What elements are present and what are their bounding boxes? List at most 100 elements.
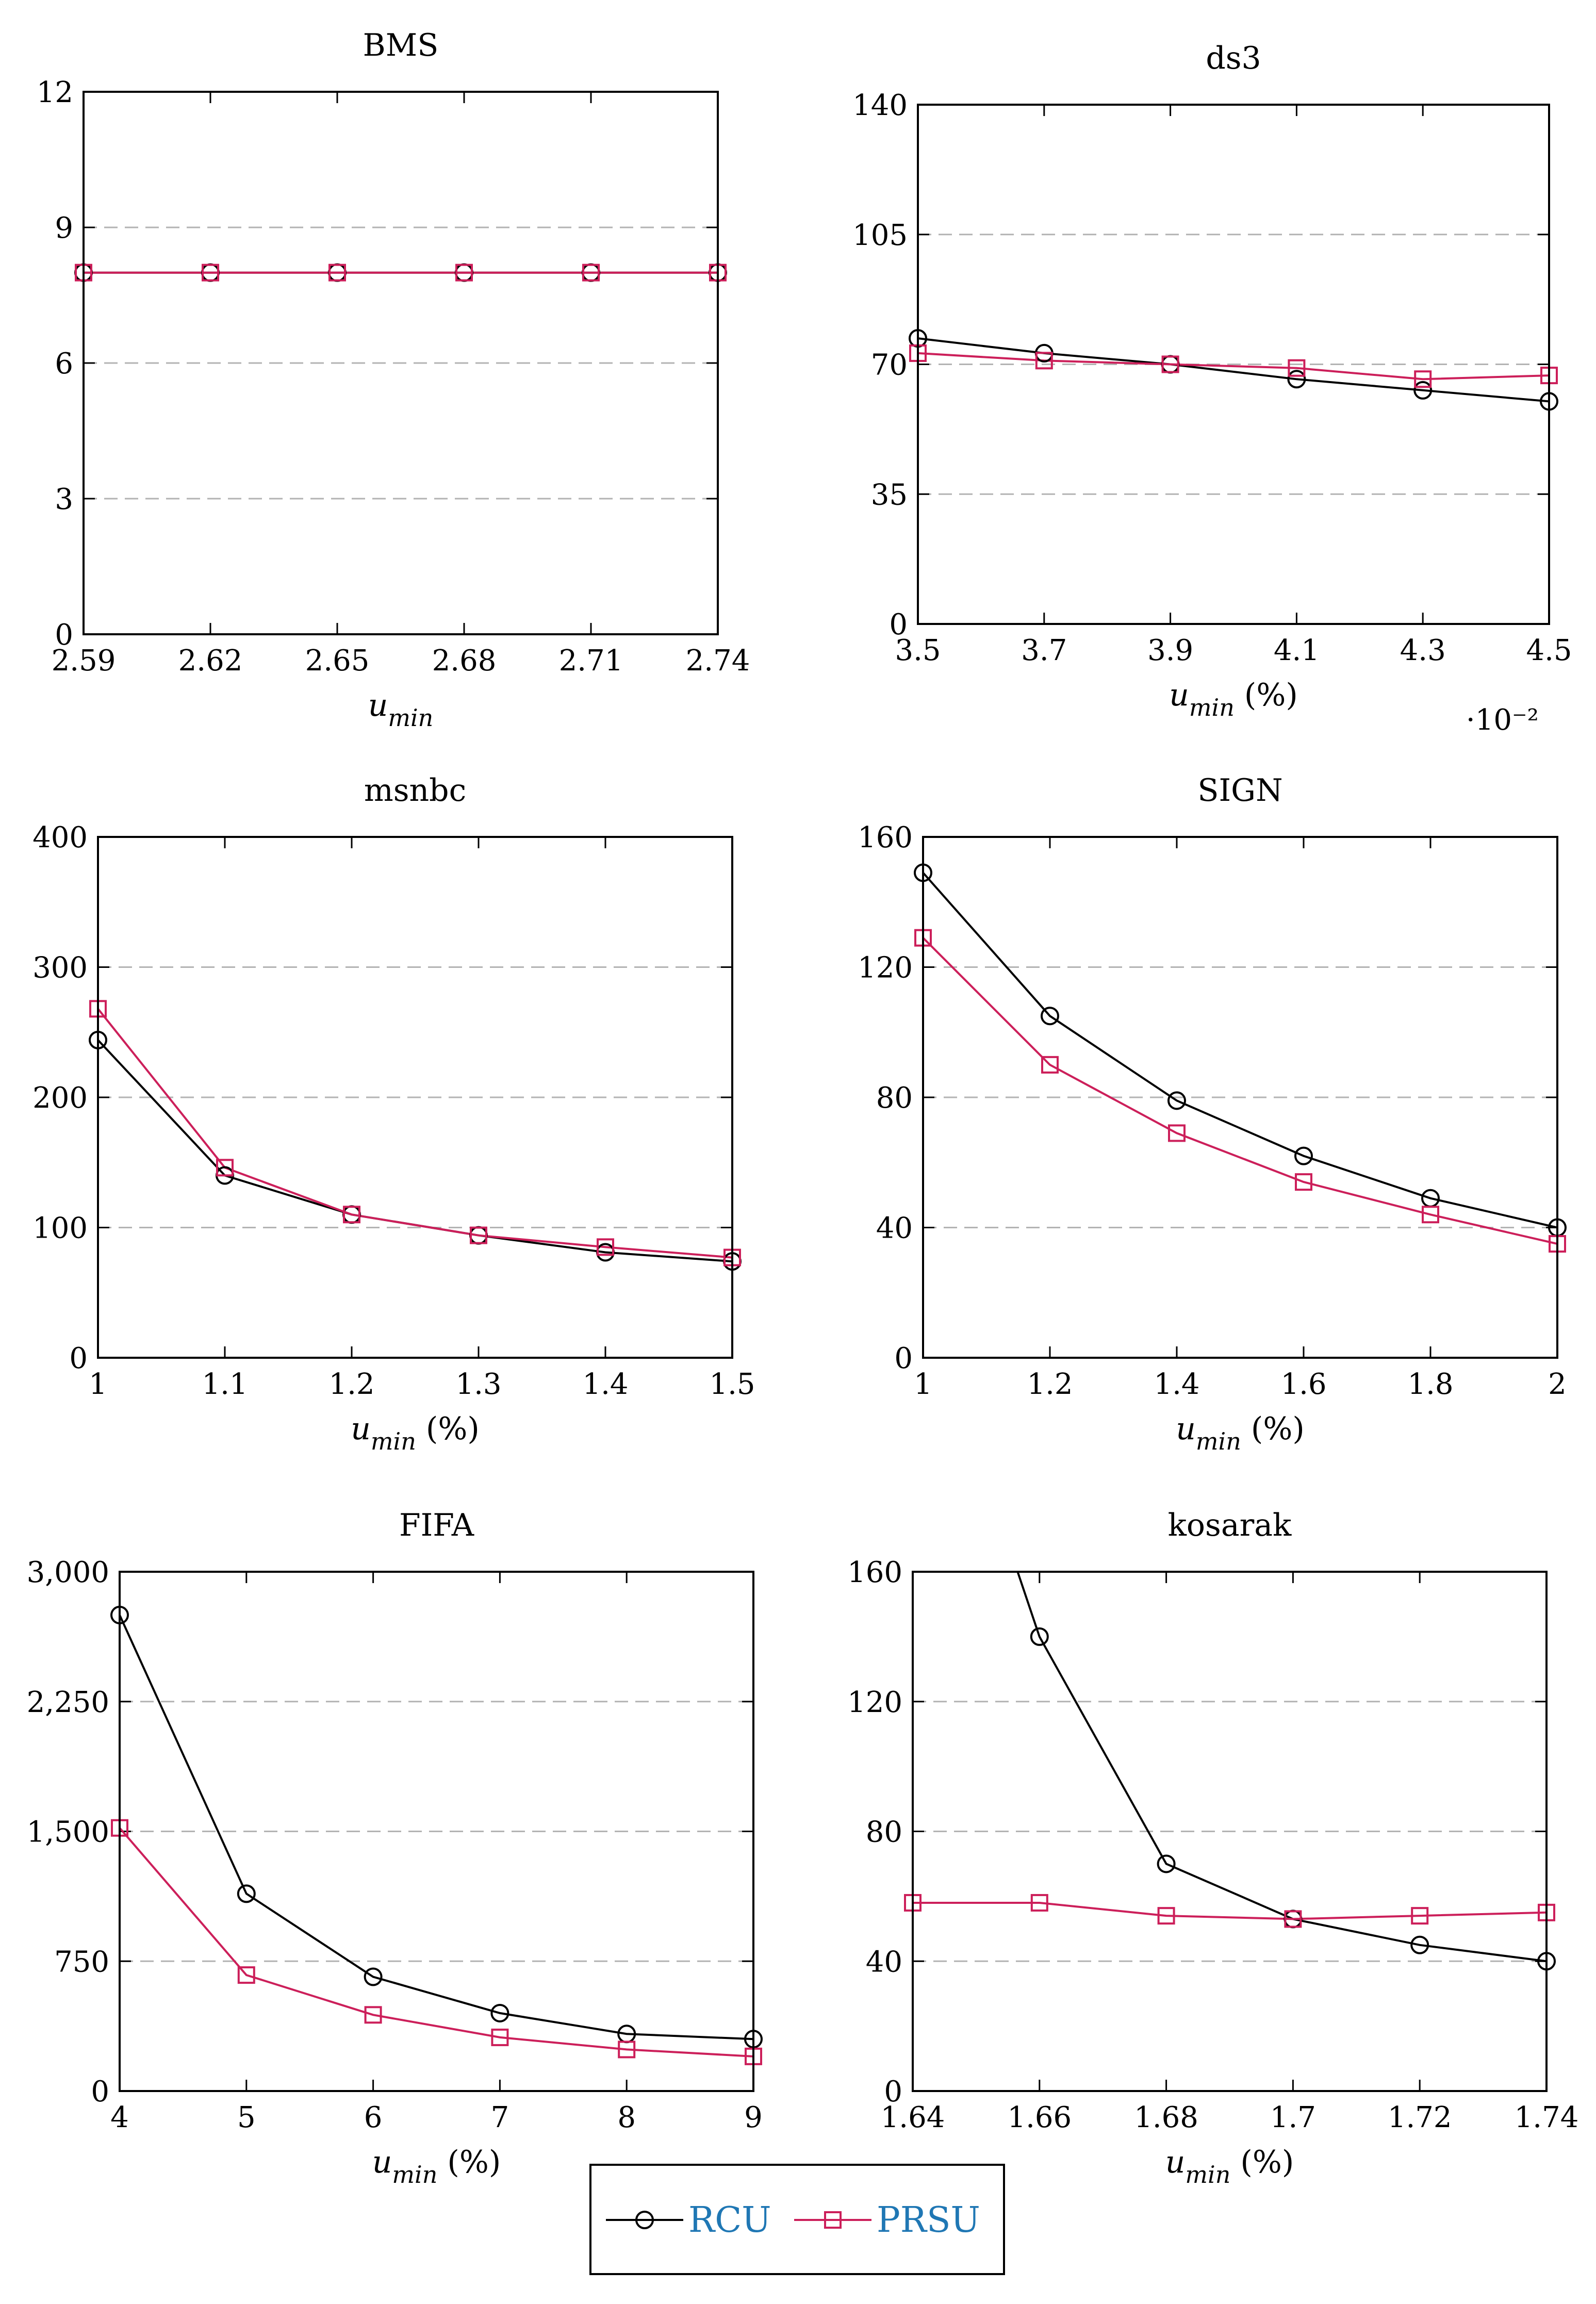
legend-prsu-marker — [824, 2211, 842, 2229]
x-axis-label-sub: min — [388, 704, 433, 732]
x-tick-label: 1.4 — [582, 1368, 628, 1401]
chart-title: FIFA — [399, 1507, 474, 1543]
x-tick-label: 4.5 — [1526, 634, 1572, 667]
x-axis-label-suffix: (%) — [1241, 1411, 1305, 1447]
chart-4: FIFA 0 750 1,500 2,250 3,000 4 5 6 7 8 9 umin (%) — [27, 1507, 763, 2188]
x-axis-label-sub: min — [1189, 694, 1235, 721]
y-tick-label: 300 — [32, 951, 88, 985]
plot-frame — [912, 1571, 1548, 2092]
x-tick-label: 1.3 — [455, 1368, 501, 1401]
prsu-point — [1414, 370, 1432, 388]
x-tick-label: 1.72 — [1388, 2101, 1452, 2134]
x-tick-label: 1.5 — [709, 1368, 755, 1401]
x-axis-label-sub: min — [392, 2161, 437, 2188]
y-tick-label: 80 — [866, 1816, 902, 1849]
plot-frame — [97, 836, 733, 1359]
x-tick-label: 1.4 — [1154, 1368, 1199, 1401]
x-axis-label-sub: min — [371, 1427, 416, 1455]
rcu-point — [1157, 1854, 1176, 1873]
x-axis-label: umin (%) — [1176, 1411, 1305, 1455]
series-line-rcu — [918, 337, 1549, 403]
legend-rcu-marker — [635, 2211, 654, 2229]
y-tick-label: 160 — [847, 1556, 902, 1589]
plot-frame — [119, 1571, 754, 2092]
prsu-point — [1041, 1056, 1059, 1074]
x-tick-label: 1.7 — [1270, 2101, 1316, 2134]
rcu-point — [1294, 1146, 1313, 1165]
x-axis-label-var: u — [1169, 677, 1189, 713]
prsu-point — [455, 264, 473, 282]
x-axis-label: umin (%) — [372, 2144, 501, 2188]
x-axis-label-suffix: (%) — [1235, 677, 1298, 713]
y-tick-label: 6 — [55, 347, 73, 381]
y-tick-label: 1,500 — [27, 1816, 109, 1849]
x-axis-label: umin (%) — [351, 1411, 480, 1455]
series-prsu — [918, 352, 1549, 381]
y-tick-label: 2,250 — [27, 1686, 109, 1719]
x-axis-label-suffix: (%) — [437, 2144, 501, 2180]
x-tick-label: 1.8 — [1407, 1368, 1453, 1401]
x-tick-label: 3.9 — [1147, 634, 1193, 667]
x-tick-label: 7 — [491, 2101, 509, 2134]
x-tick-label: 4.3 — [1400, 634, 1446, 667]
x-tick-label: 2.71 — [559, 644, 623, 678]
series-rcu — [1016, 1572, 1546, 1963]
y-tick-label: 0 — [889, 608, 908, 641]
chart-title: SIGN — [1197, 772, 1282, 809]
legend-rcu-label: RCU — [688, 2200, 771, 2241]
x-axis-label-suffix: (%) — [1230, 2144, 1294, 2180]
prsu-point — [1295, 1173, 1312, 1191]
rcu-point — [1410, 1935, 1429, 1954]
y-tick-label: 120 — [847, 1686, 902, 1719]
prsu-point — [1030, 1894, 1048, 1912]
y-tick-label: 80 — [876, 1081, 913, 1115]
series-prsu — [120, 1827, 753, 2058]
x-tick-label: 3.5 — [895, 634, 941, 667]
prsu-point — [618, 2040, 636, 2059]
x-tick-label: 1.2 — [328, 1368, 374, 1401]
prsu-point — [1157, 1907, 1175, 1925]
x-axis-label-var: u — [368, 687, 388, 723]
x-axis-label: umin (%) — [1165, 2144, 1294, 2188]
prsu-point — [1422, 1206, 1439, 1224]
prsu-point — [1161, 355, 1179, 373]
x-tick-label: 2.68 — [432, 644, 497, 678]
series-prsu — [98, 1008, 732, 1259]
x-axis-label: umin — [368, 687, 434, 732]
rcu-point — [237, 1884, 256, 1903]
series-line-prsu — [918, 352, 1549, 381]
x-tick-label: 1.66 — [1007, 2101, 1072, 2134]
series-prsu — [923, 937, 1557, 1245]
x-tick-label: 9 — [744, 2101, 763, 2134]
y-tick-label: 400 — [32, 821, 88, 854]
x-tick-label: 1.6 — [1280, 1368, 1326, 1401]
prsu-point — [1284, 1910, 1302, 1928]
x-tick-label: 3.7 — [1021, 634, 1067, 667]
plot-frame — [922, 836, 1558, 1359]
series-rcu — [918, 337, 1549, 403]
x-tick-label: 1 — [914, 1368, 932, 1401]
prsu-point — [470, 1226, 487, 1244]
y-tick-label: 0 — [91, 2075, 109, 2109]
chart-title: BMS — [363, 27, 439, 63]
y-tick-label: 0 — [55, 618, 73, 652]
series-rcu — [923, 872, 1557, 1229]
rcu-point — [490, 2003, 509, 2022]
chart-5: kosarak 0 40 80 120 160 1.64 1.66 1.68 1.7 1.72 1.7… — [847, 1507, 1578, 2188]
y-tick-label: 12 — [37, 76, 73, 109]
prsu-point — [1288, 359, 1306, 377]
plot-frame — [83, 91, 719, 635]
x-tick-label: 8 — [617, 2101, 636, 2134]
prsu-point — [343, 1206, 360, 1224]
x-tick-label: 1.2 — [1027, 1368, 1073, 1401]
chart-2: msnbc 0 100 200 300 400 1 1.1 1.2 1.3 1.4 1.5 umin (… — [32, 772, 755, 1455]
chart-title: ds3 — [1206, 40, 1261, 76]
series-line-rcu — [923, 872, 1557, 1229]
y-tick-label: 3 — [55, 483, 73, 516]
chart-3: SIGN 0 40 80 120 160 1 1.2 1.4 1.6 1.8 2 umin (%) — [858, 772, 1567, 1455]
y-tick-label: 120 — [858, 951, 913, 985]
x-tick-label: 6 — [364, 2101, 383, 2134]
series-line-prsu — [913, 1902, 1546, 1920]
prsu-point — [202, 264, 219, 282]
